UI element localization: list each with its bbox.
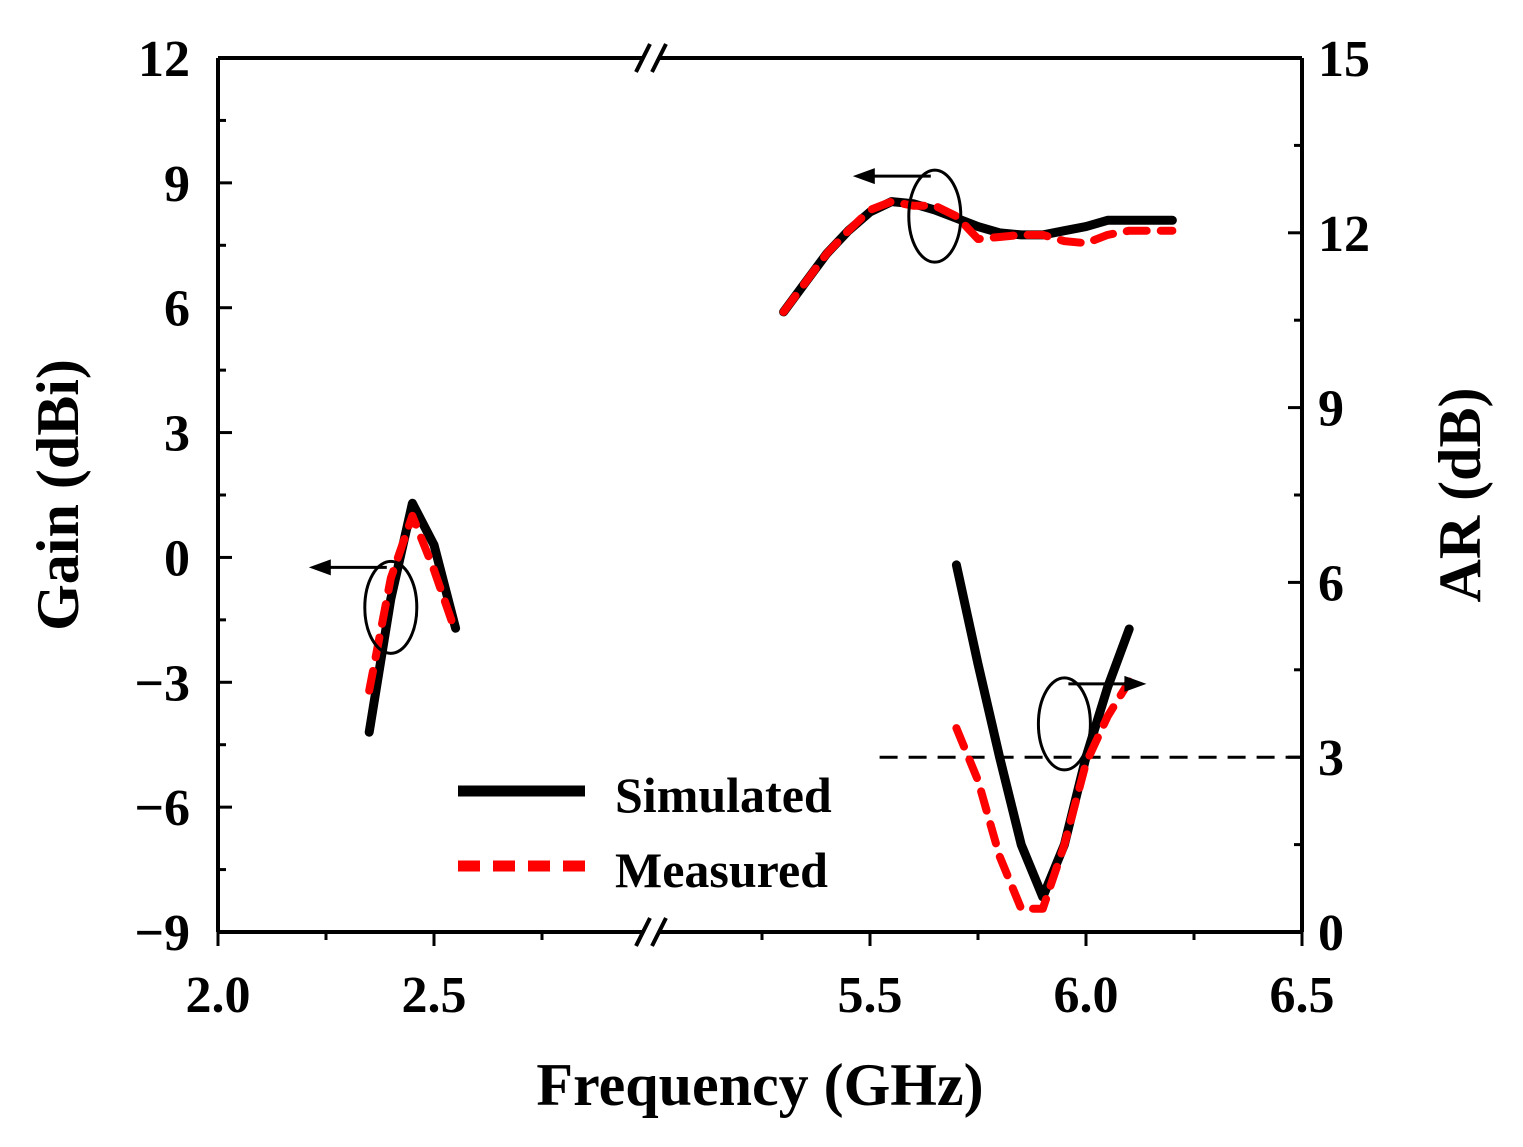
annotation-arrow-head: [852, 168, 875, 185]
legend-label-simulated: Simulated: [615, 767, 832, 823]
axis-break-bottom: [634, 917, 668, 947]
y-left-tick-label: −3: [134, 655, 190, 712]
ticks-layer: [216, 56, 1304, 946]
tick-labels-layer: −9 −6 −3 0 3 6 9 12 0 3 6 9 12 15 2.0 2.5 5.5 6.0 6.5: [134, 31, 1370, 1024]
y-left-tick-label: 9: [164, 156, 190, 213]
annotation-arrow-head: [308, 559, 331, 576]
y-left-tick-label: 3: [164, 406, 190, 463]
x-tick-label: 2.5: [402, 967, 467, 1024]
measured-gain-line: [365, 511, 460, 695]
y-left-tick-label: −9: [134, 905, 190, 962]
annotation-ellipse: [1036, 676, 1092, 772]
measured-gain-line: [779, 197, 1177, 316]
y-left-tick-label: −6: [134, 780, 190, 837]
x-tick-label: 2.0: [186, 967, 251, 1024]
x-tick-label: 6.0: [1054, 967, 1119, 1024]
simulated-gain-line: [779, 197, 1177, 317]
y-left-axis-title: Gain (dBi): [25, 359, 91, 631]
y-right-tick-label: 0: [1318, 905, 1344, 962]
break-mark: [634, 43, 652, 73]
x-tick-label: 6.5: [1270, 967, 1335, 1024]
x-axis-title: Frequency (GHz): [536, 1052, 983, 1118]
break-mark: [650, 43, 668, 73]
measured-ar-line: [952, 677, 1134, 913]
y-right-tick-label: 6: [1318, 555, 1344, 612]
y-right-tick-label: 3: [1318, 730, 1344, 787]
annotation-ellipse: [907, 168, 963, 264]
y-right-axis-title: AR (dB): [1427, 387, 1493, 602]
y-right-tick-label: 12: [1318, 206, 1370, 263]
x-tick-label: 5.5: [838, 967, 903, 1024]
y-left-tick-label: 12: [138, 31, 190, 88]
break-mark: [650, 917, 668, 947]
annotation-ellipse: [363, 559, 419, 655]
axis-break-top: [634, 43, 668, 73]
legend-label-measured: Measured: [615, 842, 828, 898]
y-left-tick-label: 6: [164, 281, 190, 338]
y-left-tick-label: 0: [164, 530, 190, 587]
y-right-tick-label: 15: [1318, 31, 1370, 88]
simulated-ar-line: [951, 560, 1134, 902]
series-layer: [364, 197, 1177, 913]
legend: Simulated Measured: [458, 767, 832, 898]
simulated-gain-line: [364, 498, 461, 737]
annotation-arrow-head: [1124, 675, 1147, 692]
y-right-tick-label: 9: [1318, 381, 1344, 438]
annotation-layer: [308, 168, 1147, 772]
break-mark: [634, 917, 652, 947]
